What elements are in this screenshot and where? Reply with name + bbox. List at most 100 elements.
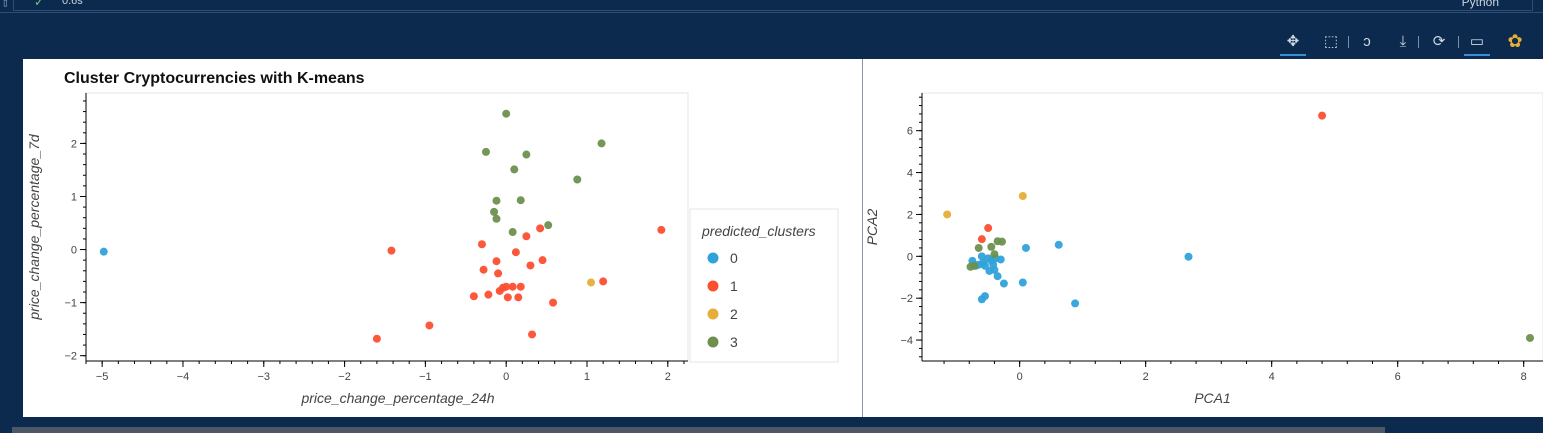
data-point-cluster-3[interactable]: [544, 221, 553, 230]
data-point-cluster-0[interactable]: [1071, 299, 1080, 308]
legend-entry-label: 3: [730, 334, 738, 350]
toolbar-separator: [1458, 36, 1459, 48]
y-tick-label: −2: [900, 293, 913, 305]
bokeh-logo-icon: ✿: [1507, 30, 1523, 51]
legend-swatch-cluster-3[interactable]: [707, 336, 719, 348]
data-point-cluster-3[interactable]: [1526, 333, 1534, 342]
data-point-cluster-0[interactable]: [990, 265, 999, 274]
scatter-plot-canvas[interactable]: 0 2 4 6 8 −4 −2 0 2 4 6 PCA1 PCA2: [863, 59, 1543, 417]
data-point-cluster-1[interactable]: [492, 257, 501, 266]
pan-tool-icon: ✥: [1286, 33, 1300, 50]
data-point-cluster-3[interactable]: [481, 147, 490, 156]
data-point-cluster-1[interactable]: [528, 330, 537, 339]
bokeh-logo-button[interactable]: ✿: [1502, 30, 1528, 52]
legend-swatch-cluster-0[interactable]: [707, 252, 719, 264]
data-point-cluster-1[interactable]: [477, 240, 486, 249]
data-point-cluster-0[interactable]: [977, 252, 986, 261]
data-point-cluster-3[interactable]: [522, 150, 531, 159]
data-point-cluster-3[interactable]: [508, 228, 517, 237]
data-point-cluster-1[interactable]: [484, 290, 493, 299]
kernel-label[interactable]: Python: [1461, 0, 1499, 9]
data-point-cluster-3[interactable]: [492, 214, 501, 223]
x-tick-label: −4: [177, 371, 190, 383]
cell-output-frame: [13, 0, 1533, 11]
data-point-cluster-1[interactable]: [538, 256, 547, 265]
data-point-cluster-0[interactable]: [981, 292, 990, 301]
data-point-cluster-1[interactable]: [549, 298, 558, 307]
data-point-cluster-3[interactable]: [974, 243, 983, 252]
data-point-cluster-1[interactable]: [977, 235, 986, 244]
plot-area-frame: [85, 92, 689, 362]
pan-tool-button[interactable]: ✥: [1280, 30, 1306, 56]
data-point-cluster-1[interactable]: [425, 321, 434, 330]
data-point-cluster-1[interactable]: [526, 261, 535, 270]
data-point-cluster-1[interactable]: [479, 265, 488, 274]
data-point-cluster-1[interactable]: [503, 293, 512, 302]
save-tool-icon: ⤓: [1399, 32, 1407, 50]
x-tick-label: 8: [1521, 371, 1527, 383]
data-point-cluster-0[interactable]: [981, 261, 990, 270]
data-point-cluster-3[interactable]: [987, 242, 996, 251]
data-point-cluster-3[interactable]: [970, 261, 979, 270]
hover-tool-icon: ▭: [1469, 33, 1485, 50]
data-point-cluster-0[interactable]: [993, 272, 1002, 281]
reset-zoom-tool-button[interactable]: ↄ: [1354, 30, 1380, 52]
data-point-cluster-1[interactable]: [514, 293, 523, 302]
data-point-cluster-3[interactable]: [516, 196, 525, 205]
data-point-cluster-1[interactable]: [522, 232, 531, 241]
data-point-cluster-1[interactable]: [516, 282, 525, 291]
x-tick-label: −3: [257, 371, 270, 383]
data-point-cluster-0[interactable]: [999, 279, 1008, 288]
data-point-cluster-1[interactable]: [508, 282, 517, 291]
scatter-plot-pca[interactable]: 0 2 4 6 8 −4 −2 0 2 4 6 PCA1 PCA2: [863, 59, 1543, 417]
hover-tool-button[interactable]: ▭: [1464, 30, 1490, 56]
cell-bracket-icon: ▯: [2, 0, 9, 9]
data-point-cluster-3[interactable]: [492, 196, 501, 205]
data-point-cluster-1[interactable]: [494, 269, 503, 278]
success-check-icon: ✓: [34, 0, 45, 9]
data-point-cluster-0[interactable]: [1018, 278, 1027, 287]
data-point-cluster-0[interactable]: [1054, 240, 1063, 249]
data-points: [943, 111, 1534, 342]
scatter-plot-canvas[interactable]: −5 −4 −3 −2 −1 0 1 2 −2 −1 0 1 2 price_change_percent…: [23, 59, 862, 417]
refresh-tool-button[interactable]: ⟳: [1426, 30, 1452, 52]
y-axis-label: price_change_percentage_7d: [26, 133, 42, 320]
data-point-cluster-1[interactable]: [469, 292, 478, 301]
legend-swatch-cluster-2[interactable]: [707, 308, 719, 320]
y-tick-label: 4: [907, 168, 913, 180]
data-point-cluster-1[interactable]: [387, 246, 396, 255]
scatter-plot-price-change[interactable]: −5 −4 −3 −2 −1 0 1 2 −2 −1 0 1 2 price_change_percent…: [23, 59, 862, 417]
data-point-cluster-2[interactable]: [943, 210, 952, 219]
data-point-cluster-1[interactable]: [372, 334, 381, 343]
data-point-cluster-3[interactable]: [998, 237, 1007, 246]
box-zoom-tool-button[interactable]: ⬚: [1318, 30, 1344, 52]
data-point-cluster-1[interactable]: [1318, 111, 1327, 120]
x-tick-label: 0: [1017, 371, 1023, 383]
data-point-cluster-1[interactable]: [657, 225, 666, 234]
refresh-tool-icon: ⟳: [1432, 33, 1446, 50]
data-point-cluster-1[interactable]: [511, 248, 520, 257]
x-tick-label: −5: [96, 371, 109, 383]
save-tool-button[interactable]: ⤓: [1390, 30, 1416, 52]
legend-swatch-cluster-1[interactable]: [707, 280, 719, 292]
data-point-cluster-3[interactable]: [990, 250, 999, 259]
x-axis-label: PCA1: [1194, 390, 1231, 406]
data-point-cluster-0[interactable]: [1021, 243, 1030, 252]
data-point-cluster-1[interactable]: [599, 277, 608, 286]
reset-zoom-tool-icon: ↄ: [1363, 32, 1371, 50]
data-point-cluster-3[interactable]: [490, 207, 499, 216]
data-point-cluster-3[interactable]: [510, 165, 519, 174]
data-point-cluster-0[interactable]: [1184, 252, 1193, 261]
plot-area-frame: [921, 92, 1543, 362]
data-point-cluster-3[interactable]: [597, 139, 606, 148]
data-point-cluster-2[interactable]: [587, 278, 596, 287]
data-point-cluster-2[interactable]: [1018, 192, 1027, 201]
data-point-cluster-1[interactable]: [536, 224, 545, 233]
data-point-cluster-1[interactable]: [984, 224, 993, 233]
horizontal-scrollbar[interactable]: [12, 427, 1385, 433]
data-point-cluster-3[interactable]: [573, 175, 582, 184]
data-point-cluster-3[interactable]: [502, 109, 511, 118]
data-point-cluster-1[interactable]: [502, 282, 511, 291]
data-point-cluster-0[interactable]: [99, 247, 108, 256]
legend-entry-label: 1: [730, 278, 738, 294]
